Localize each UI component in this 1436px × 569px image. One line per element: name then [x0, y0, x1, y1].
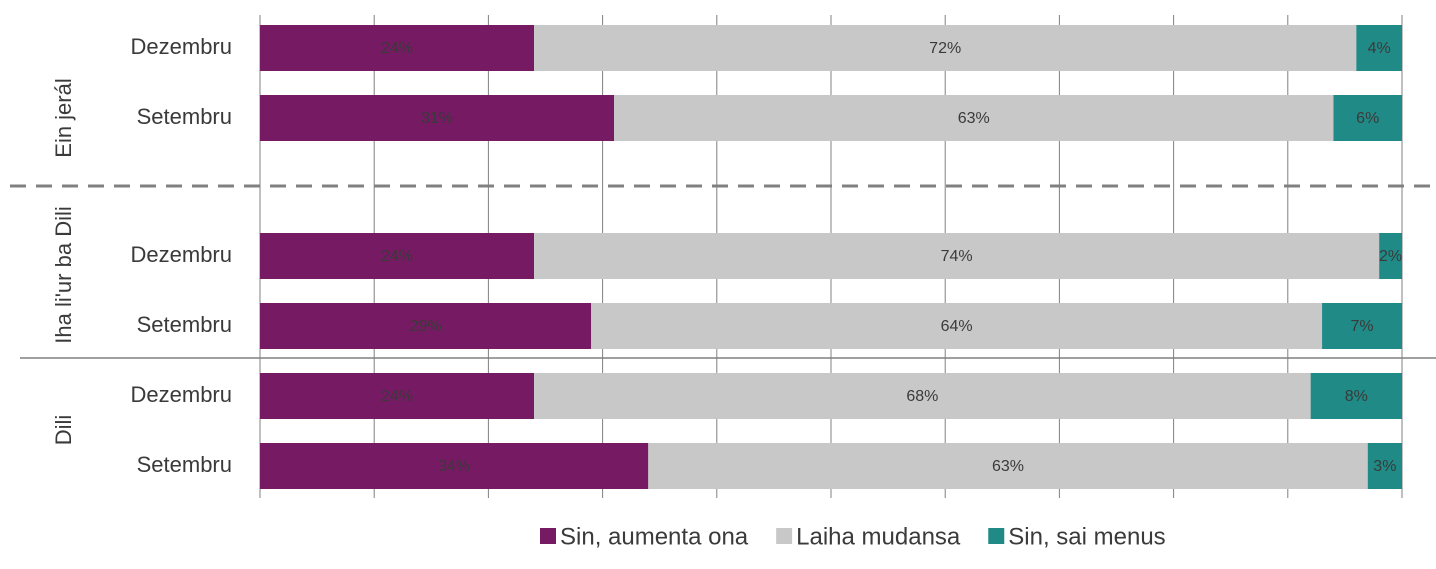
data-label: 4% [1368, 40, 1391, 57]
data-label: 24% [381, 388, 413, 405]
data-label: 24% [381, 248, 413, 265]
bar-segment [260, 373, 535, 419]
category-label: Dezembru [131, 382, 232, 407]
data-label: 6% [1356, 110, 1379, 127]
data-label: 7% [1350, 318, 1373, 335]
legend-label: Laiha mudansa [796, 523, 961, 550]
data-label: 63% [958, 110, 990, 127]
bar-segment [1310, 373, 1402, 419]
group-label: Iha li'ur ba Dili [51, 206, 76, 343]
data-label: 31% [421, 110, 453, 127]
bar-segment [260, 95, 615, 141]
category-label: Dezembru [131, 34, 232, 59]
bar-segment [614, 95, 1334, 141]
bar-segment [534, 25, 1357, 71]
data-label: 63% [992, 458, 1024, 475]
group-label: Dili [51, 415, 76, 446]
bar-segment [1379, 233, 1402, 279]
data-label: 68% [906, 388, 938, 405]
legend-label: Sin, sai menus [1008, 523, 1165, 550]
data-label: 3% [1373, 458, 1396, 475]
data-label: 29% [410, 318, 442, 335]
data-label: 72% [929, 40, 961, 57]
legend-swatch [776, 528, 793, 544]
bar-segment [260, 25, 535, 71]
bar-segment [1322, 303, 1402, 349]
data-label: 74% [941, 248, 973, 265]
category-label: Setembru [137, 312, 232, 337]
data-label: 8% [1345, 388, 1368, 405]
bar-segment [1356, 25, 1402, 71]
legend-swatch [988, 528, 1005, 544]
bar-segment [260, 303, 592, 349]
bar-segment [534, 233, 1380, 279]
bar-segment [1333, 95, 1402, 141]
category-label: Setembru [137, 104, 232, 129]
data-label: 2% [1379, 248, 1402, 265]
data-label: 34% [438, 458, 470, 475]
data-label: 24% [381, 40, 413, 57]
category-label: Dezembru [131, 242, 232, 267]
category-label: Setembru [137, 452, 232, 477]
bar-segment [260, 443, 649, 489]
bar-segment [1367, 443, 1402, 489]
bar-segment [260, 233, 535, 279]
legend-swatch [540, 528, 556, 544]
bar-segment [534, 373, 1311, 419]
data-label: 64% [941, 318, 973, 335]
group-label: Ein jerál [51, 78, 76, 157]
bar-segment [648, 443, 1368, 489]
bar-segment [591, 303, 1323, 349]
legend-label: Sin, aumenta ona [560, 523, 749, 550]
